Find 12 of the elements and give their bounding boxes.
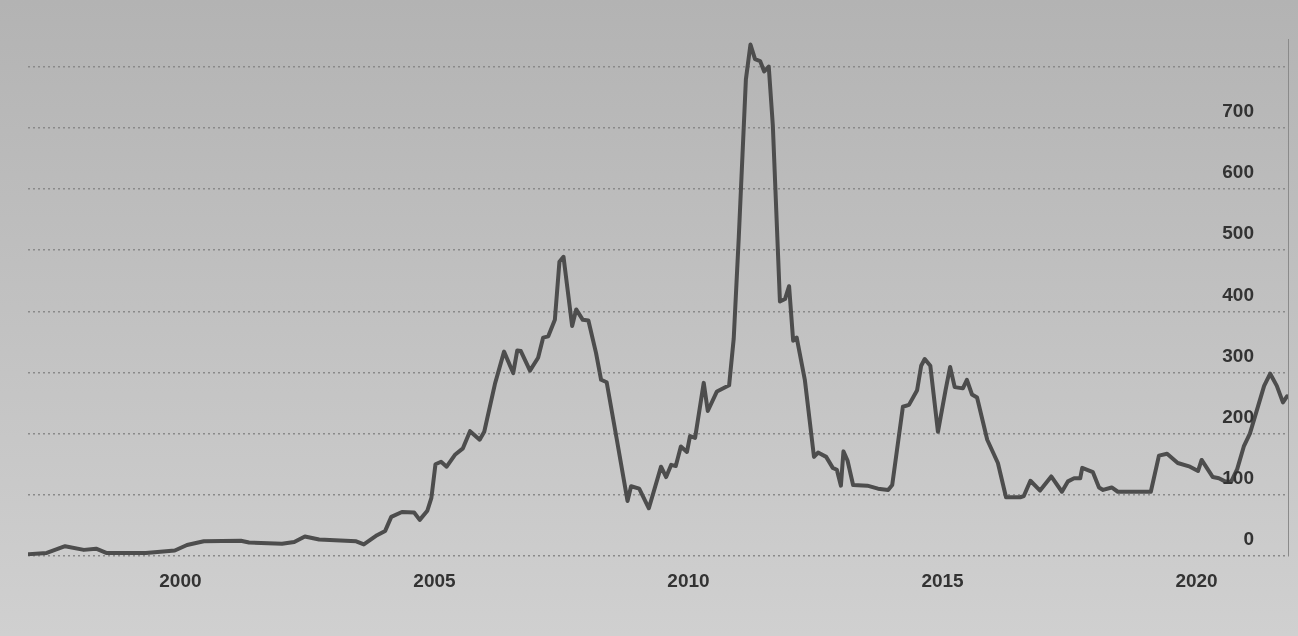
x-tick-label: 2000	[159, 569, 202, 591]
x-tick-label: 2010	[667, 569, 710, 591]
y-tick-label: 0	[1243, 528, 1254, 550]
y-tick-label: 600	[1222, 161, 1254, 183]
x-tick-label: 2020	[1175, 569, 1218, 591]
x-tick-label: 2005	[413, 569, 457, 591]
y-tick-label: 300	[1222, 344, 1254, 366]
y-tick-label: 200	[1222, 405, 1254, 427]
y-tick-label: 400	[1222, 283, 1254, 305]
y-tick-label: 500	[1222, 222, 1254, 244]
y-tick-label: 700	[1222, 99, 1254, 121]
x-tick-label: 2015	[921, 569, 965, 591]
